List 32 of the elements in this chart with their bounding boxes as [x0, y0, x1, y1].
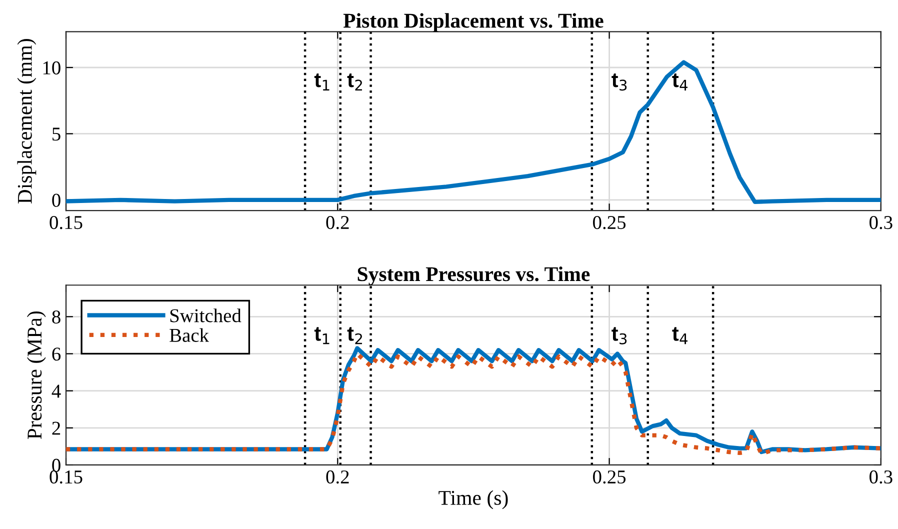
y-tick-label: 10 — [43, 61, 60, 74]
y-axis-title: Pressure (MPa) — [26, 311, 46, 439]
ref-line-label: t$_{2}$ — [347, 327, 362, 344]
y-axis-title: Displacement (mm) — [17, 39, 36, 204]
x-tick-label: 0.3 — [870, 216, 892, 230]
y-tick-label: 0 — [52, 458, 60, 472]
ref-line-label: t$_{1}$ — [314, 327, 330, 344]
ref-line-label: t$_{2}$ — [347, 73, 362, 90]
ref-line-label: t$_{4}$ — [672, 327, 688, 344]
x-tick-label: 0.25 — [593, 470, 626, 484]
x-tick-label: 0.2 — [326, 470, 349, 484]
chart-title: System Pressures vs. Time — [358, 266, 590, 286]
legend-label: Switched — [170, 308, 242, 322]
line-series — [66, 60, 881, 204]
ref-line-label: t$_{3}$ — [612, 73, 627, 91]
x-tick-label: 0.25 — [593, 216, 626, 230]
y-tick-label: 0 — [52, 194, 60, 207]
x-tick-label: 0.2 — [326, 216, 349, 230]
x-tick-label: 0.3 — [870, 470, 892, 484]
y-tick-label: 4 — [52, 384, 61, 398]
ref-line-label: t$_{1}$ — [314, 73, 330, 90]
y-tick-label: 2 — [52, 422, 60, 435]
y-tick-label: 5 — [52, 128, 60, 141]
y-tick-label: 8 — [52, 310, 60, 324]
legend-label: Back — [170, 328, 210, 342]
ref-line-label: t$_{4}$ — [672, 73, 688, 90]
ref-line-label: t$_{3}$ — [612, 327, 627, 344]
chart-title: Piston Displacement vs. Time — [343, 13, 604, 32]
x-tick-label: 0.15 — [50, 216, 82, 230]
x-axis-title: Time (s) — [438, 490, 508, 510]
x-tick-label: 0.15 — [50, 470, 82, 484]
y-tick-label: 6 — [52, 348, 61, 361]
